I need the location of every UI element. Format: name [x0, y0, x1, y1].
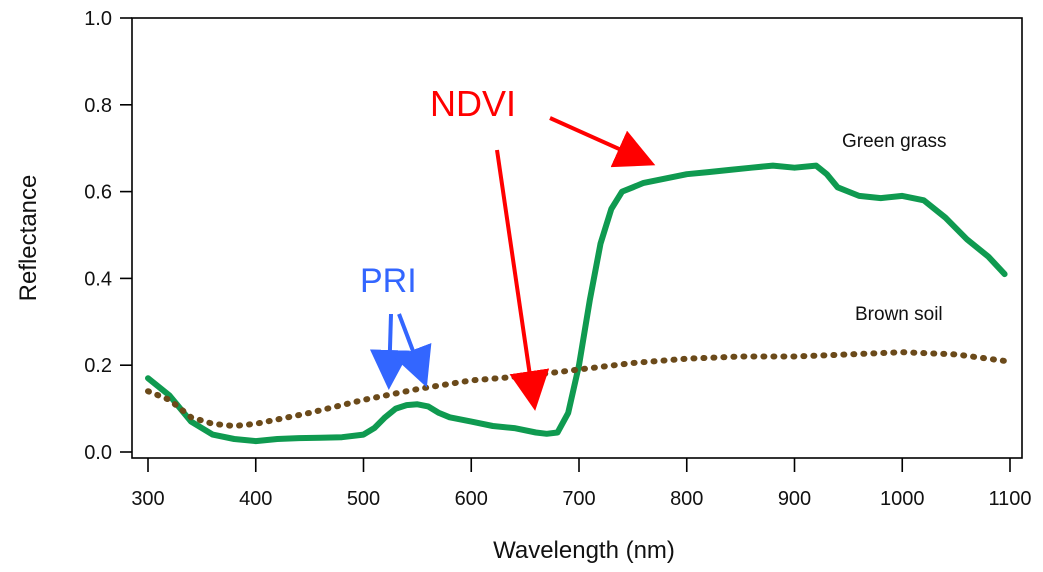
green-grass-series-line — [145, 162, 1008, 445]
y-tick-label: 0.2 — [84, 355, 112, 377]
pri-arrow-left — [369, 313, 410, 390]
ndvi-arrow-to-nir — [549, 116, 656, 168]
y-tick-label: 0.6 — [84, 182, 112, 204]
y-tick-label: 1.0 — [84, 8, 112, 30]
plot-frame — [131, 17, 1023, 459]
series-label-brown-soil: Brown soil — [855, 304, 943, 325]
pri-arrow-right — [393, 313, 432, 388]
series-label-green-grass: Green grass — [842, 131, 947, 152]
x-tick-label: 300 — [131, 488, 164, 510]
ndvi-arrow-to-red — [495, 149, 550, 411]
y-tick-label: 0.0 — [84, 442, 112, 464]
x-tick-label: 700 — [562, 488, 595, 510]
x-tick-label: 400 — [239, 488, 272, 510]
annotation-ndvi: NDVI — [430, 83, 516, 124]
x-tick-label: 1000 — [880, 488, 925, 510]
y-tick-label: 0.4 — [84, 268, 112, 290]
x-axis-ticks: 300 400 500 600 700 800 900 1000 1100 — [131, 458, 1032, 510]
annotation-pri: PRI — [360, 262, 417, 300]
y-axis-title: Reflectance — [15, 175, 42, 302]
x-tick-label: 800 — [670, 488, 703, 510]
brown-soil-series-line — [145, 349, 1008, 430]
y-tick-label: 0.8 — [84, 95, 112, 117]
x-axis-title: Wavelength (nm) — [493, 537, 675, 564]
x-tick-label: 1100 — [988, 488, 1031, 510]
x-tick-label: 500 — [347, 488, 380, 510]
y-axis-ticks: 0.0 0.2 0.4 0.6 0.8 1.0 — [84, 8, 132, 464]
x-tick-label: 900 — [778, 488, 811, 510]
x-tick-label: 600 — [455, 488, 488, 510]
